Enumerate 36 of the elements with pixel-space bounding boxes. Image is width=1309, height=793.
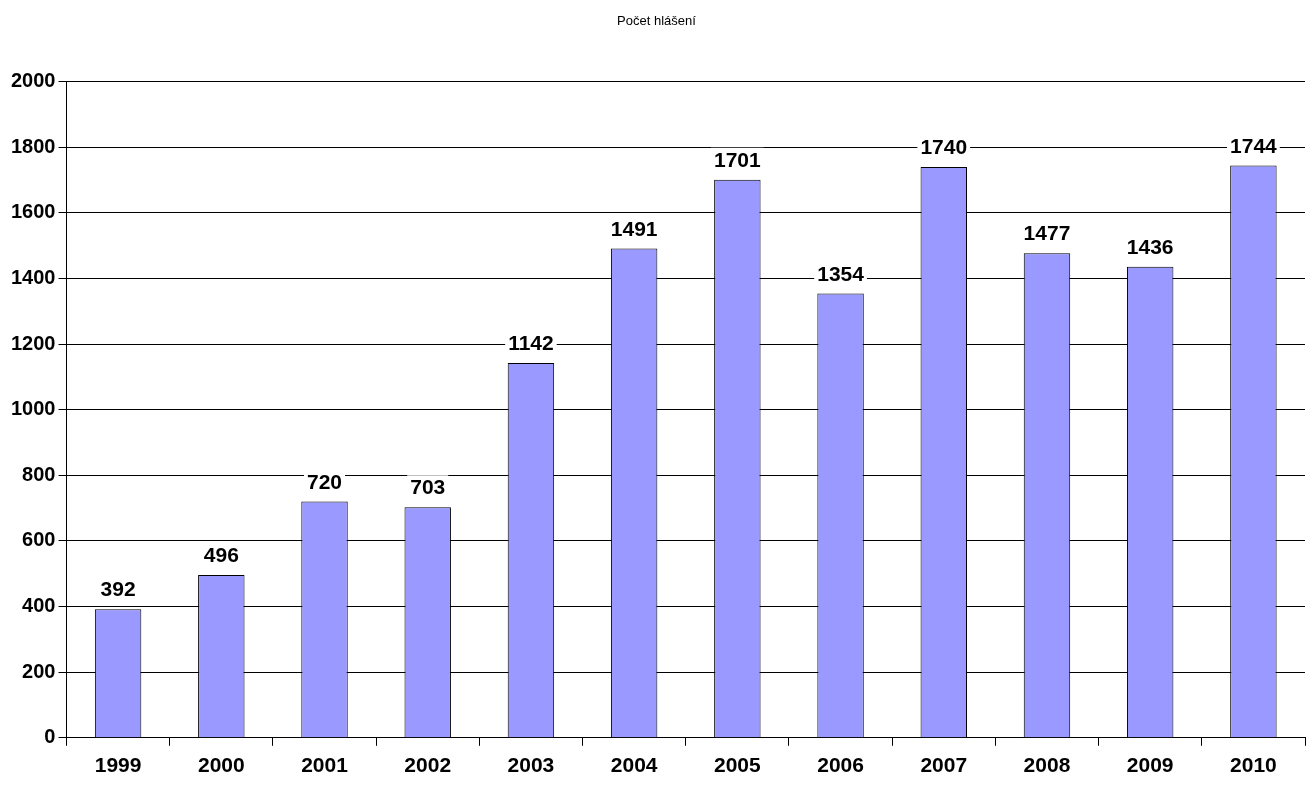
y-tick-label: 1000 bbox=[10, 397, 56, 420]
chart-title: Počet hlášení bbox=[617, 13, 697, 29]
x-tick-label: 2004 bbox=[610, 753, 658, 777]
y-tick-label: 800 bbox=[22, 462, 56, 485]
x-tick-label: 2000 bbox=[197, 753, 245, 777]
y-tick-label: 1800 bbox=[10, 134, 56, 157]
data-label: 1142 bbox=[508, 331, 554, 355]
data-label: 1701 bbox=[713, 148, 762, 171]
x-tick-label: 2005 bbox=[713, 753, 762, 777]
x-tick-label: 2009 bbox=[1126, 753, 1174, 777]
x-tick-label: 2001 bbox=[301, 753, 349, 777]
y-tick-label: 0 bbox=[44, 725, 56, 748]
x-tick-label: 2007 bbox=[920, 753, 968, 777]
data-label: 1477 bbox=[1023, 221, 1071, 245]
y-tick-label: 2000 bbox=[10, 69, 56, 92]
data-label: 496 bbox=[203, 543, 239, 567]
data-label: 720 bbox=[306, 469, 343, 493]
y-tick-label: 1200 bbox=[10, 331, 56, 354]
x-tick-label: 2006 bbox=[817, 753, 864, 777]
x-tick-label: 1999 bbox=[94, 753, 142, 777]
x-tick-label: 2008 bbox=[1023, 753, 1071, 777]
data-label: 703 bbox=[410, 475, 446, 499]
y-tick-label: 400 bbox=[22, 594, 56, 617]
y-tick-label: 200 bbox=[22, 659, 56, 682]
x-tick-label: 2003 bbox=[507, 753, 555, 777]
data-label: 1740 bbox=[920, 135, 968, 159]
x-tick-label: 2002 bbox=[404, 753, 452, 777]
y-tick-label: 600 bbox=[22, 528, 56, 551]
data-label: 1436 bbox=[1126, 234, 1174, 258]
x-tick-label: 2010 bbox=[1230, 753, 1277, 777]
data-label: 1491 bbox=[610, 216, 658, 240]
data-label: 392 bbox=[100, 577, 136, 601]
data-label: 1744 bbox=[1230, 133, 1278, 157]
y-tick-label: 1400 bbox=[10, 265, 56, 288]
y-tick-label: 1600 bbox=[10, 200, 56, 223]
data-label: 1354 bbox=[817, 261, 865, 285]
